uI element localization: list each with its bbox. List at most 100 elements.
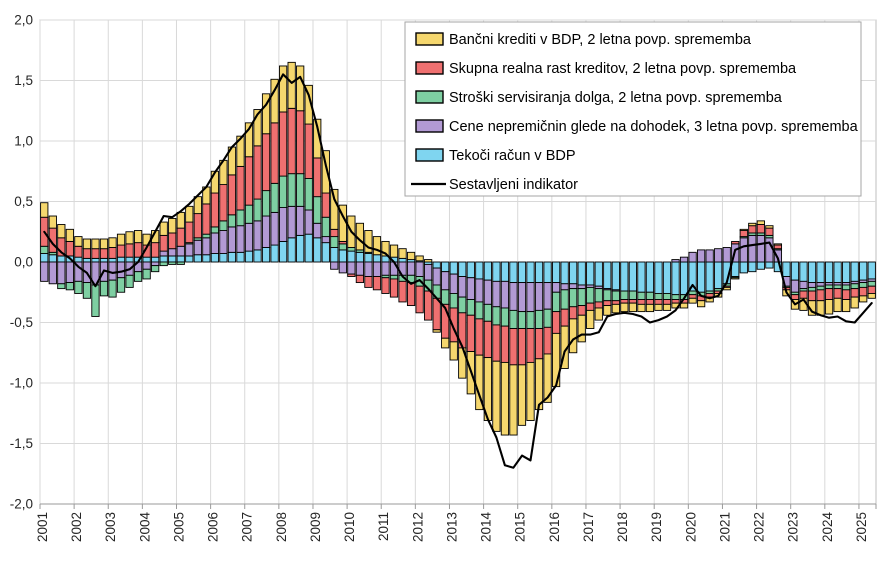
bar-segment-series-2 [611, 290, 620, 302]
x-year-label: 2009 [308, 512, 323, 542]
x-year-label: 2004 [137, 512, 152, 543]
x-year-label: 2024 [820, 512, 835, 543]
bar-segment-series-0 [748, 261, 757, 273]
legend-item: Bančni krediti v BDP, 2 letna povp. spre… [415, 32, 752, 48]
y-tick-label: 1,5 [14, 73, 33, 88]
bar-segment-series-0 [697, 261, 706, 293]
bar-segment-series-2 [313, 196, 322, 224]
bar-segment-series-0 [569, 261, 578, 285]
bar-segment-series-1 [236, 225, 245, 253]
bar-segment-series-4 [168, 217, 177, 234]
bar-segment-series-2 [500, 307, 510, 327]
bar-segment-series-3 [833, 288, 842, 299]
bar-segment-series-0 [330, 247, 339, 263]
bar-segment-series-1 [466, 277, 475, 300]
bar-segment-series-4 [824, 299, 834, 315]
bar-segment-series-4 [441, 337, 450, 349]
bar-segment-series-2 [560, 289, 569, 310]
bar-segment-series-1 [560, 283, 569, 291]
bar-segment-series-1 [756, 234, 765, 263]
bar-segment-series-3 [372, 276, 382, 291]
bar-segment-series-0 [637, 261, 646, 293]
x-year-label: 2010 [342, 512, 357, 542]
bar-segment-series-0 [500, 261, 510, 282]
bar-segment-series-3 [654, 299, 663, 305]
bar-segment-series-4 [125, 231, 134, 245]
bar-segment-series-4 [185, 205, 194, 223]
bar-segment-series-2 [534, 309, 544, 329]
bar-segment-series-1 [551, 282, 561, 293]
bar-segment-series-3 [824, 288, 834, 300]
x-year-label: 2002 [69, 512, 84, 542]
bar-segment-series-0 [475, 261, 484, 280]
bar-segment-series-0 [236, 251, 245, 263]
bar-segment-series-3 [398, 280, 407, 303]
bar-segment-series-3 [330, 228, 339, 238]
bar-segment-series-3 [739, 230, 748, 238]
bar-segment-series-3 [586, 302, 595, 311]
bar-segment-series-3 [424, 290, 433, 321]
bar-segment-series-2 [662, 293, 672, 300]
bar-segment-series-0 [347, 250, 356, 263]
bar-segment-series-2 [330, 236, 339, 248]
bar-segment-series-3 [628, 299, 637, 304]
bar-segment-series-1 [688, 251, 697, 263]
bar-segment-series-3 [389, 278, 399, 298]
bar-segment-series-0 [270, 244, 279, 263]
bar-segment-series-0 [142, 256, 151, 263]
bar-segment-series-3 [381, 277, 390, 294]
bar-segment-series-1 [202, 237, 211, 256]
bar-segment-series-0 [560, 261, 569, 285]
bar-segment-series-1 [185, 243, 194, 257]
bar-segment-series-3 [842, 289, 851, 300]
bar-segment-series-0 [151, 256, 160, 263]
bar-segment-series-4 [850, 296, 859, 309]
bar-segment-series-2 [688, 290, 697, 296]
x-year-label: 2013 [444, 512, 459, 542]
bar-segment-series-3 [790, 294, 800, 300]
bar-segment-series-4 [116, 233, 126, 246]
bar-segment-series-4 [398, 248, 407, 259]
bar-segment-series-4 [517, 364, 527, 426]
bar-segment-series-3 [560, 308, 569, 327]
bar-segment-series-3 [551, 311, 561, 334]
bar-segment-series-0 [756, 261, 765, 270]
bar-segment-series-0 [816, 261, 825, 284]
bar-segment-series-3 [475, 318, 484, 356]
bar-segment-series-3 [671, 299, 680, 304]
bar-segment-series-3 [594, 301, 603, 309]
bar-segment-series-3 [270, 122, 279, 184]
bar-segment-series-1 [483, 279, 492, 305]
bar-segment-series-0 [355, 251, 365, 263]
bar-segment-series-4 [833, 297, 842, 313]
bar-segment-series-4 [688, 297, 697, 304]
bar-segment-series-1 [65, 261, 74, 284]
bar-segment-series-0 [57, 255, 66, 263]
bar-segment-series-2 [57, 283, 66, 290]
bar-segment-series-1 [816, 282, 825, 287]
bar-segment-series-4 [108, 237, 117, 248]
bar-segment-series-3 [756, 224, 765, 234]
bar-segment-series-0 [705, 261, 714, 292]
bar-segment-series-3 [483, 320, 492, 359]
bar-segment-series-2 [483, 303, 492, 322]
bar-segment-series-2 [168, 261, 177, 265]
bar-segment-series-1 [714, 248, 723, 263]
bar-segment-series-4 [287, 61, 296, 109]
legend-swatch-icon [415, 32, 444, 46]
bar-segment-series-0 [441, 261, 450, 273]
legend-label: Stroški servisiranja dolga, 2 letna povp… [449, 90, 783, 106]
bar-segment-series-4 [637, 303, 646, 313]
bar-segment-series-0 [850, 261, 859, 282]
bar-segment-series-4 [765, 225, 774, 229]
bar-segment-series-1 [364, 261, 373, 277]
bar-segment-series-4 [270, 78, 279, 124]
bar-segment-series-1 [517, 282, 527, 313]
bar-segment-series-3 [236, 165, 245, 211]
bar-segment-series-1 [458, 276, 467, 298]
bar-segment-series-1 [347, 261, 356, 275]
x-year-label: 2012 [410, 512, 425, 542]
bar-segment-series-0 [654, 261, 663, 294]
bar-segment-series-0 [108, 257, 117, 263]
bar-segment-series-4 [577, 314, 586, 343]
